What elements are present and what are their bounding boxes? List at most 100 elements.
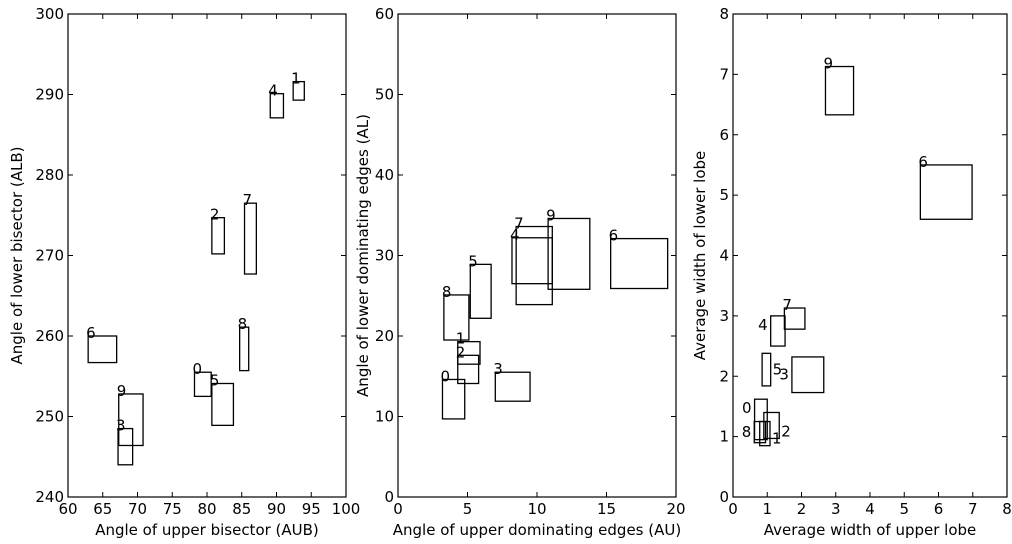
box-label: 9 [823,55,833,73]
box-label: 2 [781,422,791,440]
plot-frame [732,13,1008,498]
box-label: 1 [456,330,466,348]
y-tick-label: 4 [719,247,729,265]
x-axis-title: Angle of upper dominating edges (AU) [393,521,681,539]
range-box [791,356,825,394]
x-tick-label: 4 [865,500,875,518]
x-tick-label: 100 [332,500,361,518]
range-box [87,335,118,364]
x-tick-label: 2 [797,500,807,518]
x-tick-label: 85 [232,500,251,518]
range-box [770,315,786,347]
y-tick-label: 40 [375,166,394,184]
range-box [761,352,772,387]
y-tick-label: 290 [35,86,64,104]
x-tick-label: 0 [393,500,403,518]
box-label: 0 [742,399,752,417]
range-box [441,378,466,420]
box-label: 9 [546,206,556,224]
y-tick-label: 8 [719,5,729,23]
range-box [494,371,531,402]
x-tick-label: 10 [527,500,546,518]
y-tick-label: 7 [719,65,729,83]
box-label: 5 [210,371,220,389]
box-label: 0 [192,360,202,378]
box-label: 8 [238,315,248,333]
box-label: 7 [243,191,253,209]
box-label: 9 [117,382,127,400]
y-tick-label: 300 [35,5,64,23]
y-tick-label: 250 [35,408,64,426]
range-box [443,294,470,341]
y-tick-label: 270 [35,247,64,265]
range-box [547,217,591,290]
box-label: 3 [493,360,503,378]
box-label: 8 [742,423,752,441]
y-tick-label: 30 [375,247,394,265]
y-axis-title: Average width of lower lobe [691,151,709,361]
range-box [783,307,806,330]
box-label: 5 [773,361,783,379]
range-box [753,420,767,444]
x-tick-label: 75 [163,500,182,518]
range-box [211,217,226,255]
x-tick-label: 90 [267,500,286,518]
x-tick-label: 20 [666,500,685,518]
x-tick-label: 15 [597,500,616,518]
x-tick-label: 5 [899,500,909,518]
range-box [457,340,481,365]
y-tick-label: 0 [384,488,394,506]
plot-frame [397,13,677,498]
x-tick-label: 5 [463,500,473,518]
box-label: 7 [782,296,792,314]
range-box [610,237,669,290]
box-label: 1 [291,70,301,88]
box-label: 8 [442,283,452,301]
x-tick-label: 8 [1002,500,1012,518]
box-label: 6 [918,153,928,171]
range-box [763,411,780,440]
box-label: 2 [456,343,466,361]
x-axis-title: Average width of upper lobe [764,521,977,539]
range-box [457,354,480,385]
range-box [211,382,235,427]
box-label: 2 [210,206,220,224]
box-label: 4 [758,316,768,334]
y-tick-label: 280 [35,166,64,184]
panel-aub-vs-alb: 60 65 70 75 80 85 90 95 100240250260270280290300… [8,5,360,539]
box-label: 3 [116,417,126,435]
y-tick-label: 260 [35,327,64,345]
box-label: 0 [440,367,450,385]
range-box [919,164,973,220]
y-tick-label: 50 [375,86,394,104]
box-label: 6 [86,324,96,342]
range-box [292,80,305,101]
y-tick-label: 6 [719,126,729,144]
x-tick-label: 70 [128,500,147,518]
x-tick-label: 7 [968,500,978,518]
x-tick-label: 6 [934,500,944,518]
box-label: 4 [268,82,278,100]
x-tick-label: 3 [831,500,841,518]
box-label: 4 [510,226,520,244]
range-box [469,263,492,319]
x-tick-label: 95 [302,500,321,518]
x-tick-label: 60 [58,500,77,518]
y-tick-label: 0 [719,488,729,506]
y-tick-label: 20 [375,327,394,345]
range-box [753,398,768,441]
box-label: 3 [779,366,789,384]
range-box [118,393,144,447]
range-box [239,326,250,372]
y-tick-label: 240 [35,488,64,506]
y-axis-title: Angle of lower bisector (ALB) [8,146,26,364]
x-tick-label: 80 [197,500,216,518]
y-tick-label: 2 [719,367,729,385]
y-tick-label: 3 [719,307,729,325]
y-tick-label: 10 [375,408,394,426]
y-axis-title: Angle of lower dominating edges (AL) [354,114,372,397]
range-box [511,237,553,285]
